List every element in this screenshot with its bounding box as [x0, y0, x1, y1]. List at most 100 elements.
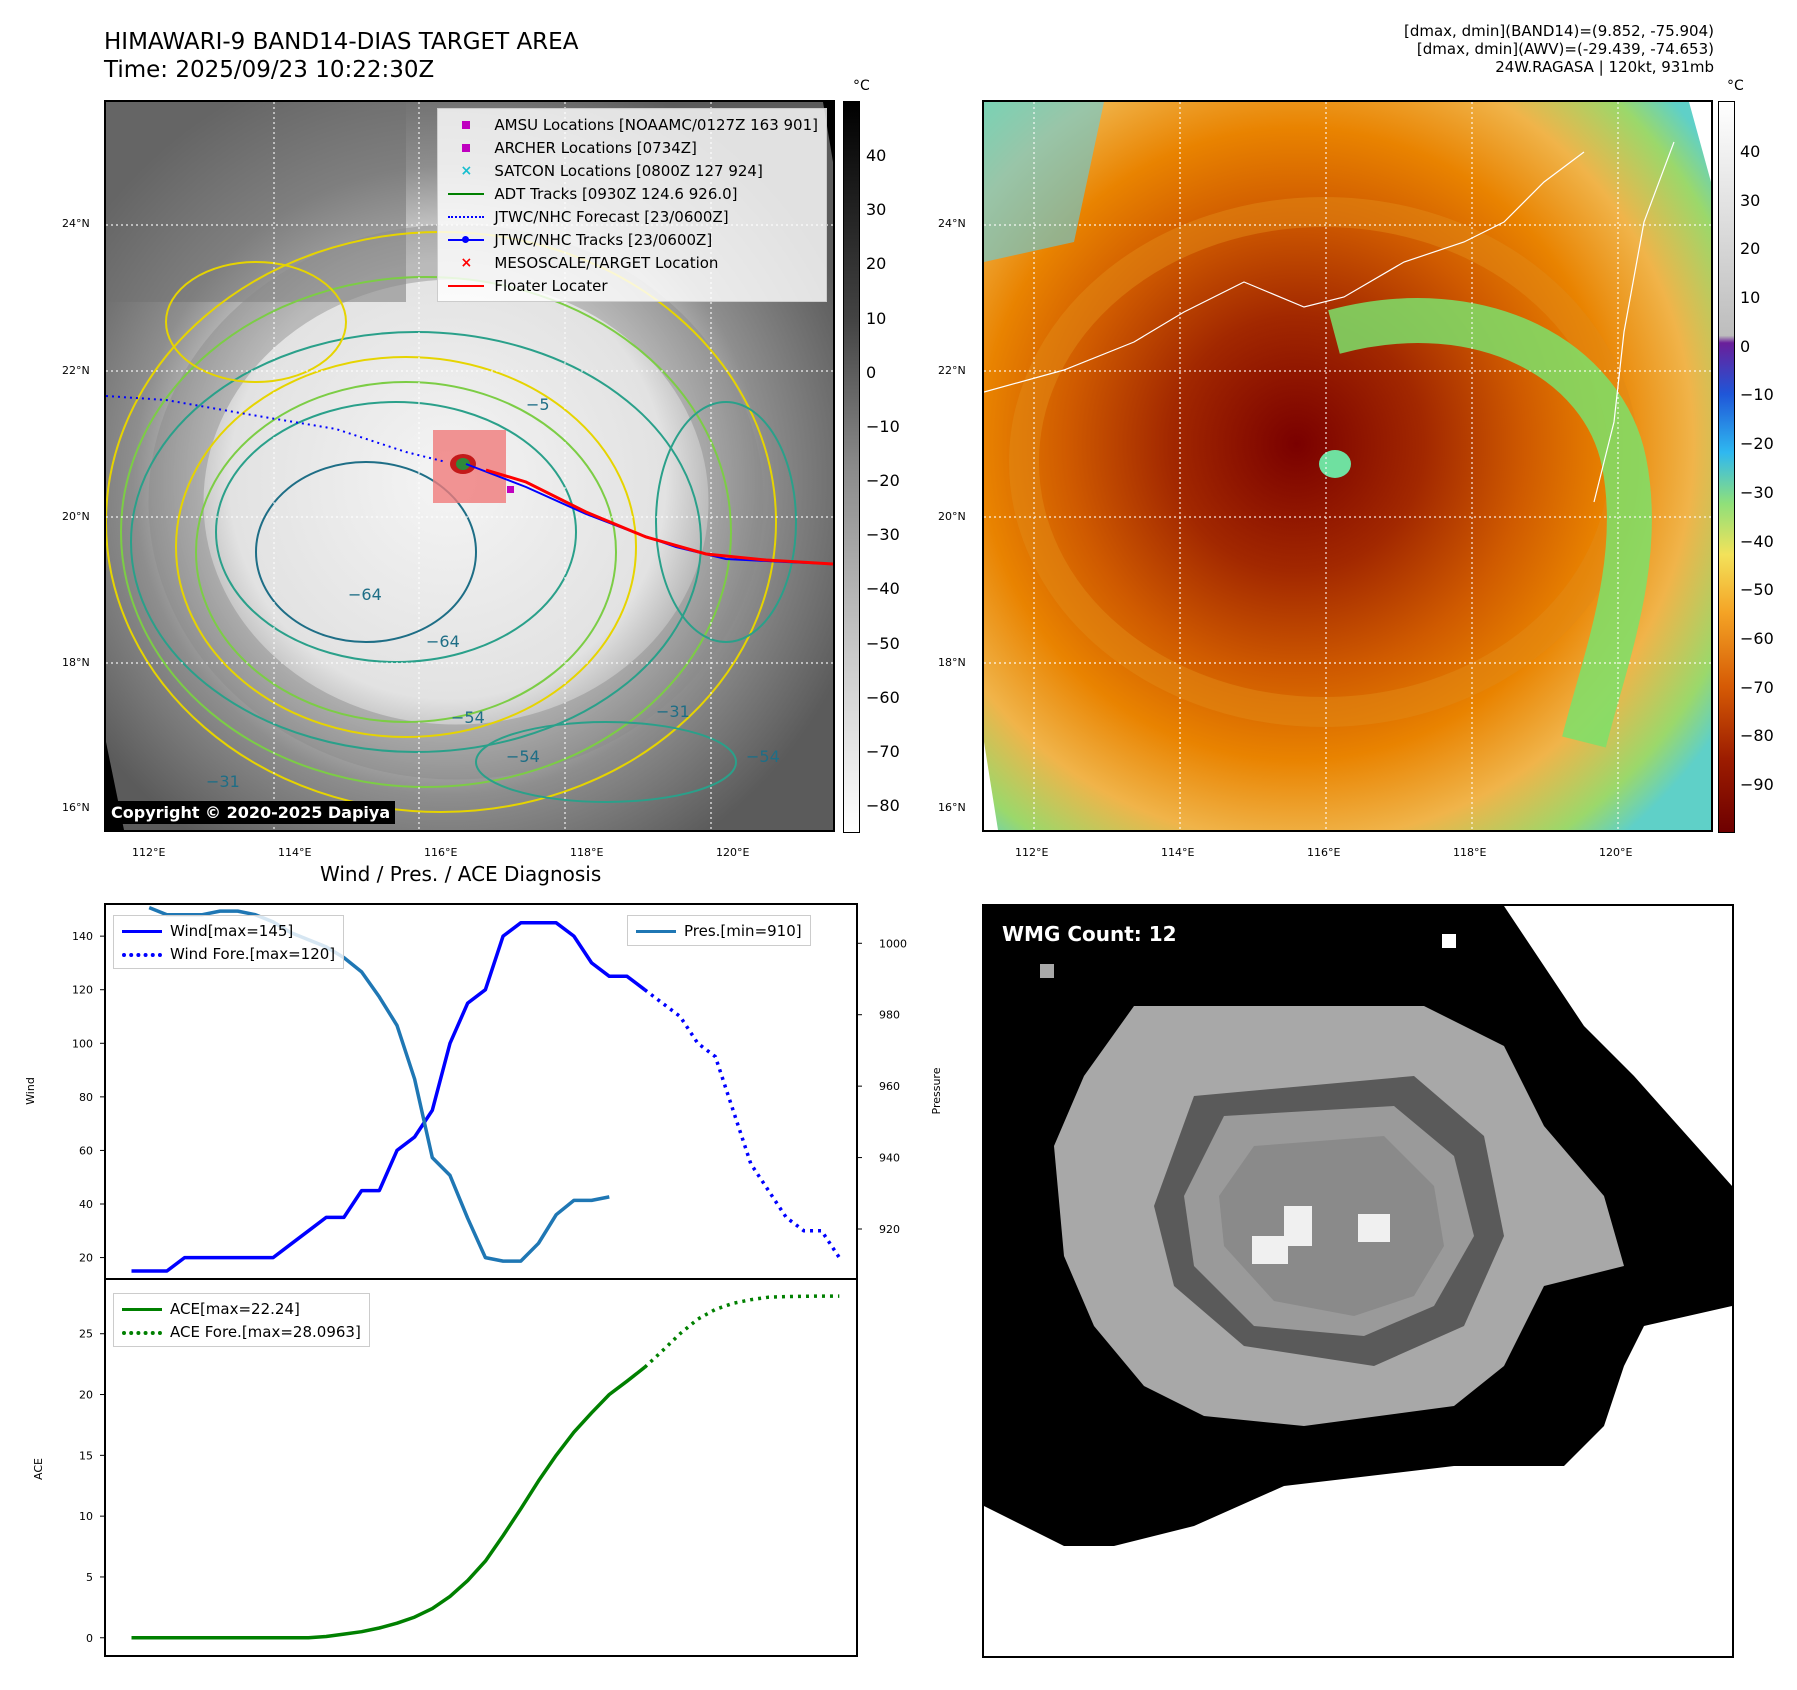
- colorbar-tick-label: −10: [866, 416, 900, 436]
- ir-colorbar-unit: °C: [853, 78, 870, 94]
- copyright-badge: Copyright © 2020-2025 Dapiya: [106, 801, 396, 824]
- contour-label: −31: [206, 772, 240, 791]
- contour-label: −31: [656, 702, 690, 721]
- colorbar-tick-label: −50: [1740, 580, 1774, 600]
- colorbar-tick-label: −40: [1740, 531, 1774, 551]
- lat-label: 16°N: [938, 801, 966, 814]
- legend-item: Floater Locater: [446, 274, 818, 297]
- y-tick-label: 15: [79, 1449, 93, 1462]
- legend-item: × SATCON Locations [0800Z 127 924]: [446, 159, 818, 182]
- legend-item: JTWC/NHC Tracks [23/0600Z]: [446, 228, 818, 251]
- y-tick-label: 25: [79, 1328, 93, 1341]
- colorbar-tick-label: −10: [1740, 385, 1774, 405]
- colorbar-tick-label: −40: [866, 579, 900, 599]
- y-tick-label: 10: [79, 1510, 93, 1523]
- legend-item: JTWC/NHC Forecast [23/0600Z]: [446, 205, 818, 228]
- y-tick-label: 0: [86, 1632, 93, 1645]
- wind-pressure-plot: 20 40 60 80 100 120 140 920 940 960 980 1000: [72, 905, 907, 1273]
- square-marker-icon: [446, 119, 486, 131]
- wmg-panel: WMG Count: 12: [982, 904, 1734, 1658]
- colorbar-tick-label: 20: [1740, 239, 1761, 259]
- info-line-3: 24W.RAGASA | 120kt, 931mb: [1495, 58, 1714, 76]
- diagnosis-chart: 20 40 60 80 100 120 140 920 940 960 980 1000 0 5 10 15…: [24, 903, 943, 1657]
- y-tick-label: 60: [79, 1144, 93, 1157]
- title-line-1: HIMAWARI-9 BAND14-DIAS TARGET AREA: [104, 29, 579, 55]
- ir-legend: AMSU Locations [NOAAMC/0127Z 163 901] AR…: [437, 108, 827, 302]
- lon-label: 114°E: [278, 846, 312, 859]
- contour-label: −54: [506, 747, 540, 766]
- colorbar-tick-label: 30: [866, 200, 887, 220]
- ace-legend: ACE[max=22.24] ACE Fore.[max=28.0963]: [113, 1293, 370, 1347]
- lon-label: 114°E: [1161, 846, 1195, 859]
- ir-colorbar: [843, 101, 860, 833]
- lat-label: 24°N: [62, 217, 90, 230]
- color-colorbar: [1718, 101, 1735, 833]
- colorbar-tick-label: −30: [866, 525, 900, 545]
- colorbar-tick-label: 10: [1740, 288, 1761, 308]
- contour-label: −54: [451, 708, 485, 727]
- contour-label: −64: [426, 632, 460, 651]
- lon-label: 120°E: [1599, 846, 1633, 859]
- colorbar-tick-label: −70: [866, 741, 900, 761]
- y-right-tick-label: 920: [879, 1223, 900, 1236]
- series-line: [643, 1294, 840, 1369]
- ir-satellite-panel: −64 −64 −54 −54 −31 −31 −5 −54 AMSU Loca…: [104, 100, 835, 832]
- legend-item: Wind[max=145]: [122, 919, 335, 942]
- ace-axis-label: ACE: [32, 1458, 45, 1480]
- y-tick-label: 140: [72, 930, 93, 943]
- colorbar-tick-label: −90: [1740, 775, 1774, 794]
- figure-title: HIMAWARI-9 BAND14-DIAS TARGET AREA Time:…: [104, 28, 578, 84]
- y-right-tick-label: 960: [879, 1080, 900, 1093]
- legend-item: ADT Tracks [0930Z 124.6 926.0]: [446, 182, 818, 205]
- ace-axes: [104, 1278, 858, 1657]
- lat-label: 22°N: [938, 364, 966, 377]
- lat-label: 20°N: [938, 510, 966, 523]
- lat-label: 20°N: [62, 510, 90, 523]
- y-right-tick-label: 940: [879, 1152, 900, 1165]
- solid-line-icon: [636, 925, 676, 937]
- series-line: [148, 905, 610, 1263]
- lon-label: 116°E: [424, 846, 458, 859]
- solid-line-icon: [446, 188, 486, 200]
- y-tick-label: 40: [79, 1198, 93, 1211]
- lon-label: 112°E: [1015, 846, 1049, 859]
- ace-plot: 0 5 10 15 20 25: [79, 1294, 840, 1645]
- contour-label: −64: [348, 585, 382, 604]
- y-right-tick-label: 980: [879, 1009, 900, 1022]
- y-tick-label: 20: [79, 1389, 93, 1402]
- series-line: [131, 921, 646, 1273]
- colorbar-tick-label: −30: [1740, 482, 1774, 502]
- info-line-2: [dmax, dmin](AWV)=(-29.439, -74.653): [1416, 40, 1714, 58]
- legend-item: ARCHER Locations [0734Z]: [446, 136, 818, 159]
- contour-label: −54: [746, 747, 780, 766]
- solid-line-icon: [122, 1303, 162, 1315]
- colorbar-tick-label: 20: [866, 254, 887, 274]
- colorbar-tick-label: −80: [866, 796, 900, 815]
- wmg-count-label: WMG Count: 12: [1002, 922, 1177, 946]
- colorbar-tick-label: −60: [1740, 628, 1774, 648]
- colorbar-tick-label: 10: [866, 308, 887, 328]
- y-right-tick-label: 1000: [879, 937, 907, 950]
- diagnosis-title: Wind / Pres. / ACE Diagnosis: [320, 862, 602, 886]
- colorbar-tick-label: −70: [1740, 677, 1774, 697]
- legend-item: ACE Fore.[max=28.0963]: [122, 1320, 361, 1343]
- pressure-legend: Pres.[min=910]: [627, 915, 811, 946]
- colorbar-tick-label: −50: [866, 633, 900, 653]
- legend-item: ACE[max=22.24]: [122, 1297, 361, 1320]
- y-tick-label: 120: [72, 984, 93, 997]
- y-tick-label: 5: [86, 1571, 93, 1584]
- dotted-line-icon: [446, 211, 486, 223]
- storm-info: [dmax, dmin](BAND14)=(9.852, -75.904) [d…: [1404, 22, 1714, 76]
- lon-label: 116°E: [1307, 846, 1341, 859]
- dotted-line-icon: [122, 1326, 162, 1338]
- square-marker-icon: [446, 142, 486, 154]
- lat-label: 22°N: [62, 364, 90, 377]
- colorbar-tick-label: −60: [866, 687, 900, 707]
- colorbar-tick-label: −20: [866, 471, 900, 490]
- legend-item: × MESOSCALE/TARGET Location: [446, 251, 818, 274]
- colorbar-tick-label: −20: [1740, 434, 1774, 454]
- lon-label: 118°E: [1453, 846, 1487, 859]
- color-enhanced-image: [984, 102, 1711, 830]
- wind-legend: Wind[max=145] Wind Fore.[max=120]: [113, 915, 345, 969]
- y-tick-label: 20: [79, 1252, 93, 1265]
